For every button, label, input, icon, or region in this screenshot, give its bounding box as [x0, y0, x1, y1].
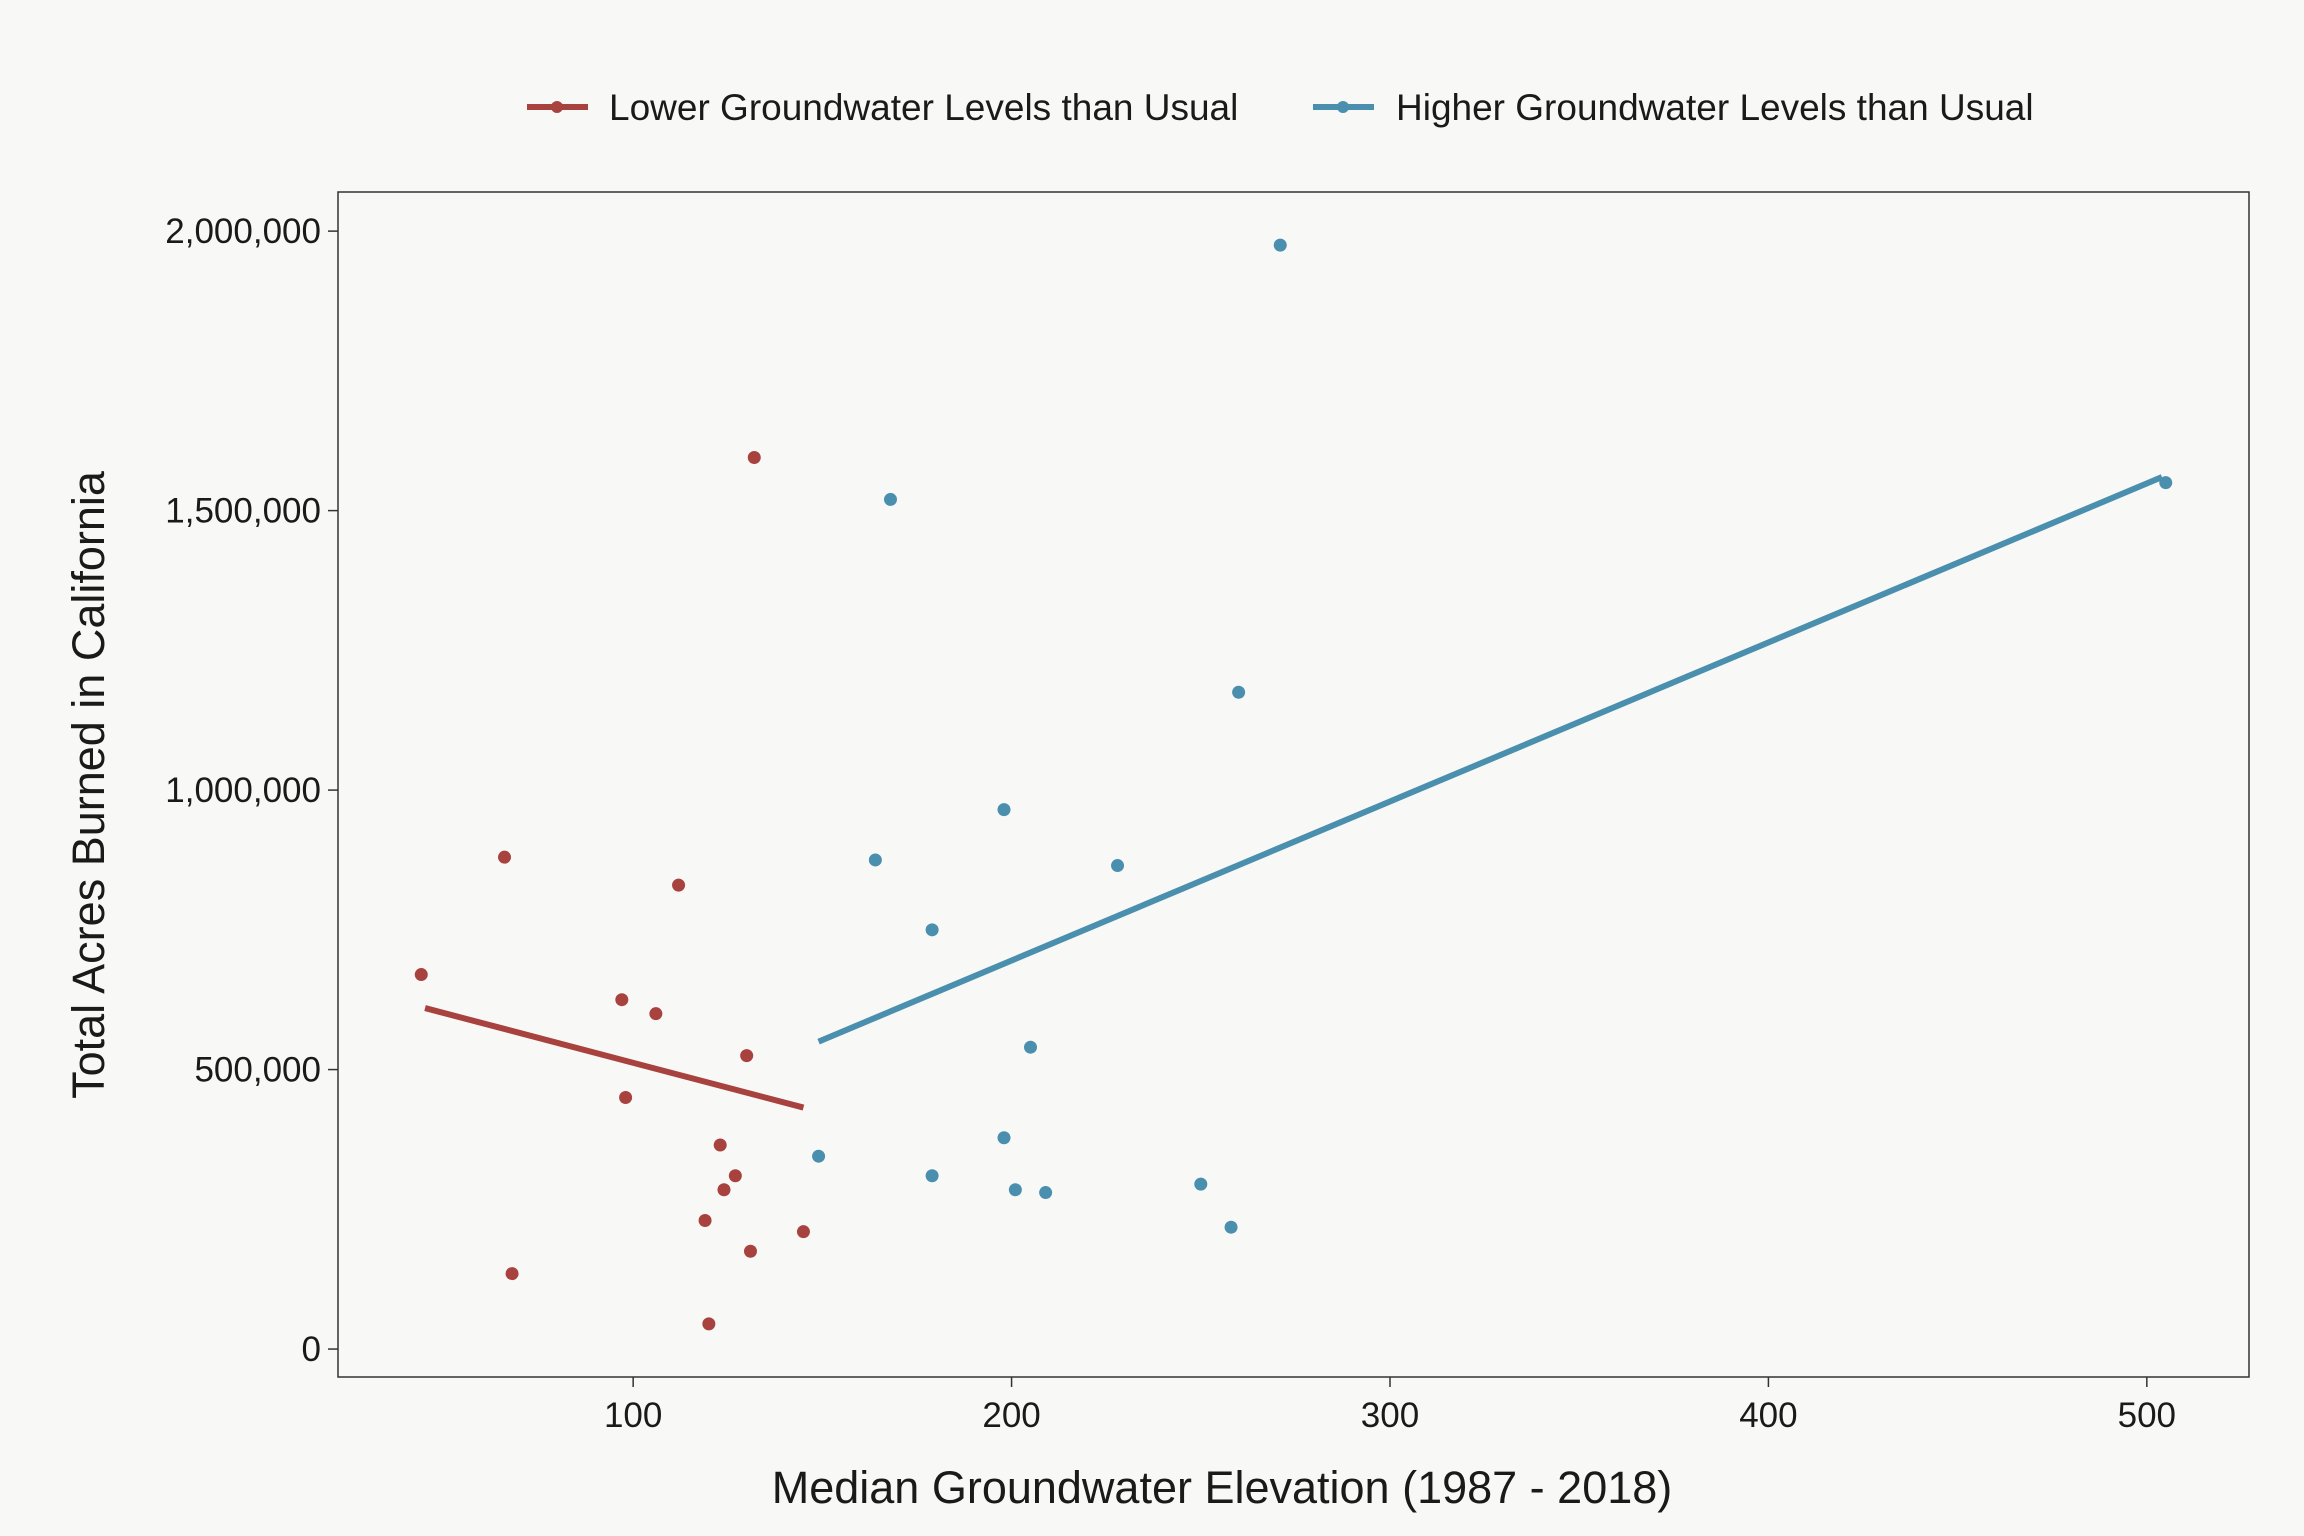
data-point-higher	[1224, 1220, 1238, 1234]
data-point-lower	[713, 1138, 727, 1152]
data-point-lower	[414, 968, 428, 982]
data-point-lower	[740, 1049, 754, 1063]
legend-item-higher: Higher Groundwater Levels than Usual	[1313, 87, 2034, 128]
data-point-lower	[728, 1169, 742, 1183]
legend-item-lower: Lower Groundwater Levels than Usual	[527, 87, 1238, 128]
y-tick-label: 2,000,000	[165, 212, 321, 251]
legend-label-higher: Higher Groundwater Levels than Usual	[1396, 87, 2034, 128]
y-tick-label: 0	[302, 1330, 321, 1369]
data-point-higher	[1039, 1186, 1053, 1200]
data-point-higher	[883, 492, 897, 506]
legend-marker-higher	[1337, 101, 1349, 113]
trend-lines	[424, 474, 2164, 1111]
data-point-lower	[743, 1244, 757, 1258]
data-point-lower	[615, 993, 629, 1007]
data-point-higher	[1111, 859, 1125, 873]
trend-line-lower	[424, 1005, 805, 1111]
data-point-higher	[1194, 1177, 1208, 1191]
data-point-lower	[698, 1213, 712, 1227]
data-point-higher	[997, 1131, 1011, 1145]
legend-marker-lower	[551, 101, 563, 113]
legend-label-lower: Lower Groundwater Levels than Usual	[609, 87, 1238, 128]
y-axis-title: Total Acres Burned in California	[63, 470, 114, 1099]
x-tick-label: 400	[1739, 1396, 1797, 1435]
data-point-higher	[868, 853, 882, 867]
data-point-higher	[2159, 476, 2173, 490]
data-point-lower	[672, 878, 686, 892]
y-axis: 0 500,000 1,000,000 1,500,000 2,000,000	[165, 212, 338, 1369]
y-tick-label: 500,000	[194, 1051, 321, 1090]
data-point-higher	[925, 923, 939, 937]
data-point-higher	[812, 1149, 826, 1163]
data-point-higher	[1273, 238, 1287, 252]
y-tick-label: 1,500,000	[165, 492, 321, 531]
data-point-lower	[747, 451, 761, 465]
x-tick-label: 200	[982, 1396, 1040, 1435]
data-point-lower	[796, 1225, 810, 1239]
x-tick-label: 500	[2118, 1396, 2176, 1435]
data-point-lower	[717, 1183, 731, 1197]
data-point-higher	[1024, 1040, 1038, 1054]
data-point-higher	[1232, 685, 1246, 699]
x-tick-label: 100	[604, 1396, 662, 1435]
plot-frame	[337, 191, 2250, 1378]
x-tick-label: 300	[1361, 1396, 1419, 1435]
data-point-lower	[702, 1317, 716, 1331]
legend: Lower Groundwater Levels than Usual High…	[527, 87, 2034, 128]
data-point-lower	[498, 850, 512, 864]
y-tick-label: 1,000,000	[165, 771, 321, 810]
data-point-higher	[997, 803, 1011, 817]
data-point-higher	[1008, 1183, 1022, 1197]
x-axis: 100 200 300 400 500	[604, 1377, 2176, 1435]
data-points	[414, 238, 2173, 1331]
x-axis-title: Median Groundwater Elevation (1987 - 201…	[772, 1462, 1673, 1513]
data-point-lower	[505, 1267, 519, 1281]
data-point-lower	[649, 1007, 663, 1021]
trend-line-higher	[817, 474, 2164, 1045]
data-point-higher	[925, 1169, 939, 1183]
data-point-lower	[619, 1091, 633, 1105]
